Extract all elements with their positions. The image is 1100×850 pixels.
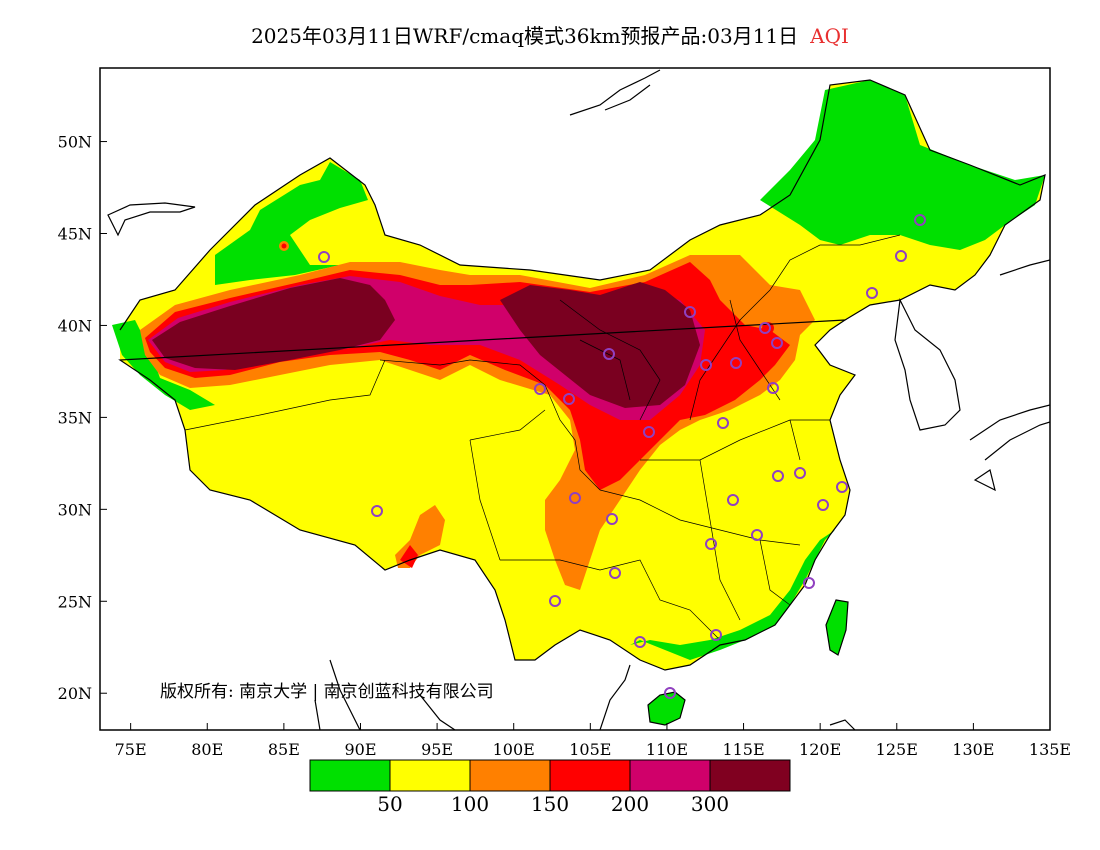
lon-tick-label: 115E xyxy=(722,740,764,759)
city-marker xyxy=(534,383,546,395)
lon-tick-label: 135E xyxy=(1029,740,1071,759)
lon-tick-label: 105E xyxy=(569,740,611,759)
aqi-zone-green-hainan xyxy=(648,692,685,725)
lon-tick-label: 125E xyxy=(876,740,918,759)
city-marker xyxy=(634,636,646,648)
city-marker xyxy=(772,470,784,482)
legend-swatch xyxy=(549,759,631,792)
city-marker xyxy=(684,306,696,318)
city-markers xyxy=(318,214,926,699)
china-border xyxy=(119,79,1046,331)
russia-coast xyxy=(569,69,661,116)
city-marker xyxy=(817,499,829,511)
indochina-border xyxy=(314,659,456,730)
legend-label: 300 xyxy=(690,792,730,816)
city-marker xyxy=(705,538,717,550)
hainan-coast xyxy=(647,691,686,726)
legend-label: 50 xyxy=(377,792,403,816)
vietnam-coast xyxy=(599,259,1050,730)
lon-tick-label: 75E xyxy=(115,740,147,759)
lat-ticks: 20N 25N 30N 35N 40N 45N 50N xyxy=(58,133,107,703)
city-marker xyxy=(664,687,676,699)
title-variable: AQI xyxy=(810,24,849,48)
taiwan-coast xyxy=(825,599,849,656)
map-frame xyxy=(99,67,1051,731)
aqi-fill-layers xyxy=(112,80,1045,725)
city-marker xyxy=(643,426,655,438)
city-marker xyxy=(700,359,712,371)
city-marker xyxy=(603,348,615,360)
title-text: 2025年03月11日WRF/cmaq模式36km预报产品:03月11日 xyxy=(251,24,799,48)
lat-tick-label: 30N xyxy=(58,500,92,519)
city-marker xyxy=(895,250,907,262)
lon-tick-label: 100E xyxy=(493,740,535,759)
japan-coast xyxy=(969,404,1050,492)
city-marker xyxy=(836,481,848,493)
city-marker xyxy=(710,629,722,641)
aqi-zone-green-northeast xyxy=(760,80,1045,250)
city-marker xyxy=(606,513,618,525)
legend-swatch xyxy=(469,759,551,792)
lon-tick-label: 90E xyxy=(344,740,376,759)
legend-label: 150 xyxy=(530,792,570,816)
legend-swatch xyxy=(629,759,711,792)
city-marker xyxy=(730,357,742,369)
map-title: 2025年03月11日WRF/cmaq模式36km预报产品:03月11日 AQI xyxy=(0,20,1100,49)
city-marker xyxy=(759,322,771,334)
lon-tick-label: 130E xyxy=(952,740,994,759)
city-marker xyxy=(803,577,815,589)
legend-swatch xyxy=(309,759,391,792)
city-marker xyxy=(794,467,806,479)
city-marker xyxy=(569,492,581,504)
lon-ticks: 75E 80E 85E 90E 95E 100E 105E 110E 115E 120E 125E 1… xyxy=(115,723,1071,759)
lon-tick-label: 85E xyxy=(268,740,300,759)
borders-layer xyxy=(107,69,1050,730)
city-marker xyxy=(371,505,383,517)
city-marker xyxy=(751,529,763,541)
city-marker xyxy=(549,595,561,607)
aqi-zone-green-west xyxy=(112,320,215,410)
korea-coast xyxy=(894,297,961,431)
legend-label: 100 xyxy=(450,792,490,816)
city-marker xyxy=(318,251,330,263)
lat-tick-label: 20N xyxy=(58,684,92,703)
china-coast xyxy=(118,319,856,671)
city-marker xyxy=(563,393,575,405)
hotspot-urumqi-core xyxy=(281,243,287,249)
lon-tick-label: 110E xyxy=(646,740,688,759)
city-marker xyxy=(767,382,779,394)
city-marker xyxy=(727,494,739,506)
lat-tick-label: 40N xyxy=(58,316,92,335)
province-borders xyxy=(184,234,901,641)
lon-tick-label: 80E xyxy=(191,740,223,759)
aqi-zone-green-northwest xyxy=(215,162,368,285)
legend-label: 200 xyxy=(610,792,650,816)
city-marker xyxy=(609,567,621,579)
city-marker xyxy=(866,287,878,299)
kazakh-lake xyxy=(107,202,196,237)
aqi-zone-maroon-east xyxy=(500,282,700,408)
province-border xyxy=(184,234,901,641)
lon-tick-label: 120E xyxy=(799,740,841,759)
city-marker xyxy=(914,214,926,226)
aqi-zone-green-south xyxy=(620,530,835,660)
lat-tick-label: 50N xyxy=(58,133,92,152)
lat-tick-label: 25N xyxy=(58,592,92,611)
city-marker xyxy=(717,417,729,429)
legend-colorbar xyxy=(309,759,791,792)
legend-swatch xyxy=(709,759,791,792)
lon-tick-label: 95E xyxy=(421,740,453,759)
aqi-zone-maroon xyxy=(152,278,395,370)
legend-swatch xyxy=(389,759,471,792)
city-marker xyxy=(771,337,783,349)
copyright-text: 版权所有: 南京大学 | 南京创蓝科技有限公司 xyxy=(160,682,494,702)
lat-tick-label: 35N xyxy=(58,408,92,427)
legend-labels: 50 100 150 200 300 xyxy=(0,792,1100,818)
lat-tick-label: 45N xyxy=(58,225,92,244)
aqi-zone-green-taiwan xyxy=(826,600,848,655)
